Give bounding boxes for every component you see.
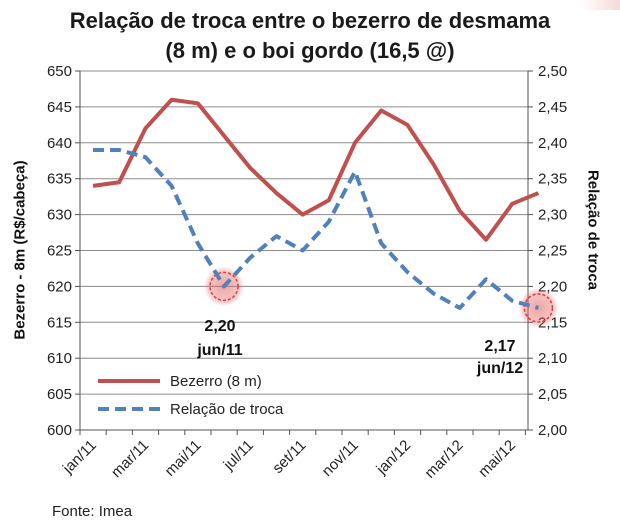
x-tick-label: mar/11 <box>108 437 152 481</box>
y-right-tick-label: 2,00 <box>538 422 567 439</box>
y-left-tick-label: 620 <box>47 278 72 295</box>
y-left-tick-label: 625 <box>47 243 72 260</box>
corner-decoration <box>580 0 620 10</box>
annotation-value: 2,20 <box>204 318 235 335</box>
y-left-tick-label: 610 <box>47 350 72 367</box>
annotation-value: 2,17 <box>484 338 515 355</box>
annotation-date: jun/12 <box>476 360 523 377</box>
y-left-tick-label: 640 <box>47 135 72 152</box>
y-left-tick-label: 645 <box>47 99 72 116</box>
x-tick-label: set/11 <box>269 437 309 477</box>
x-tick-label: jan/12 <box>373 437 415 479</box>
x-tick-label: nov/11 <box>319 437 362 480</box>
y-right-tick-label: 2,25 <box>538 243 567 260</box>
y-left-tick-label: 615 <box>47 314 72 331</box>
chart-title-line2: (8 m) e o boi gordo (16,5 @) <box>165 38 455 63</box>
x-tick-label: jan/11 <box>59 437 100 478</box>
series-line-relacao <box>93 147 539 310</box>
y-right-tick-label: 2,30 <box>538 207 567 224</box>
y-left-tick-label: 630 <box>47 207 72 224</box>
y-left-tick-label: 650 <box>47 63 72 80</box>
x-tick-label: jul/11 <box>220 437 257 474</box>
y-right-tick-label: 2,35 <box>538 171 567 188</box>
y-right-tick-label: 2,40 <box>538 135 567 152</box>
y-axis-left-title: Bezerro - 8m (R$/cabeça) <box>11 160 29 340</box>
chart-title: Relação de troca entre o bezerro de desm… <box>0 6 620 66</box>
highlight-ring <box>209 271 239 302</box>
y-left-tick-label: 600 <box>47 422 72 439</box>
series-line-bezerro <box>92 97 540 242</box>
y-left-tick-label: 635 <box>47 171 72 188</box>
legend-label-bezerro: Bezerro (8 m) <box>170 373 262 390</box>
x-tick-label: mar/12 <box>422 437 467 482</box>
y-left-tick-label: 605 <box>47 386 72 403</box>
y-right-tick-label: 2,45 <box>538 99 567 116</box>
y-right-tick-label: 2,50 <box>538 63 567 80</box>
y-right-tick-label: 2,05 <box>538 386 567 403</box>
annotation-date: jun/11 <box>196 342 242 359</box>
x-tick-label: mai/12 <box>475 437 519 481</box>
y-right-tick-label: 2,10 <box>538 350 567 367</box>
legend-label-relacao: Relação de troca <box>170 401 284 418</box>
x-tick-label: mai/11 <box>162 437 205 480</box>
highlight-ring <box>523 293 554 323</box>
chart-title-line1: Relação de troca entre o bezerro de desm… <box>69 8 551 33</box>
source-note: Fonte: Imea <box>52 503 133 520</box>
y-axis-right-title: Relação de troca <box>584 169 602 291</box>
